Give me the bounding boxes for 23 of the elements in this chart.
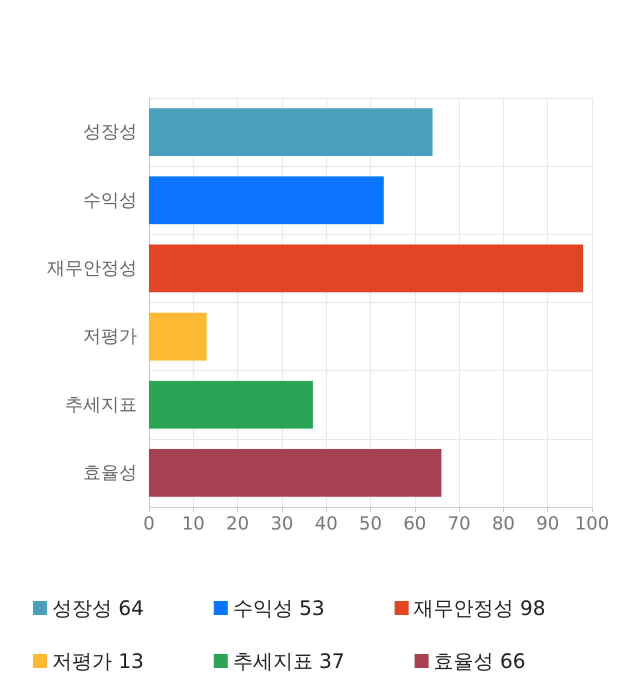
legend-label: 수익성 53 [232,596,325,620]
x-tick-label: 80 [492,514,515,534]
y-tick-label: 재무안정성 [47,258,137,279]
x-tick-label: 90 [536,514,560,534]
legend-label: 추세지표 37 [232,649,345,673]
x-tick-label: 30 [270,514,294,534]
y-tick-label: 수익성 [83,190,137,211]
legend-label: 효율성 66 [434,649,526,673]
x-tick-label: 100 [574,514,610,534]
x-tick-label: 70 [448,514,471,534]
legend-label: 재무안정성 98 [414,596,546,620]
x-tick-label: 40 [314,514,338,534]
x-tick-label: 0 [143,514,155,534]
legend-label: 저평가 13 [52,649,144,673]
x-tick-label: 10 [182,514,205,534]
x-tick-label: 20 [226,514,250,534]
x-tick-label: 60 [403,514,426,534]
legend-label: 성장성 64 [52,596,144,620]
y-tick-label: 효율성 [83,462,137,484]
y-tick-label: 추세지표 [65,394,137,416]
y-tick-label: 저평가 [83,326,137,348]
x-tick-label: 50 [359,514,382,534]
y-tick-label: 성장성 [83,122,137,143]
